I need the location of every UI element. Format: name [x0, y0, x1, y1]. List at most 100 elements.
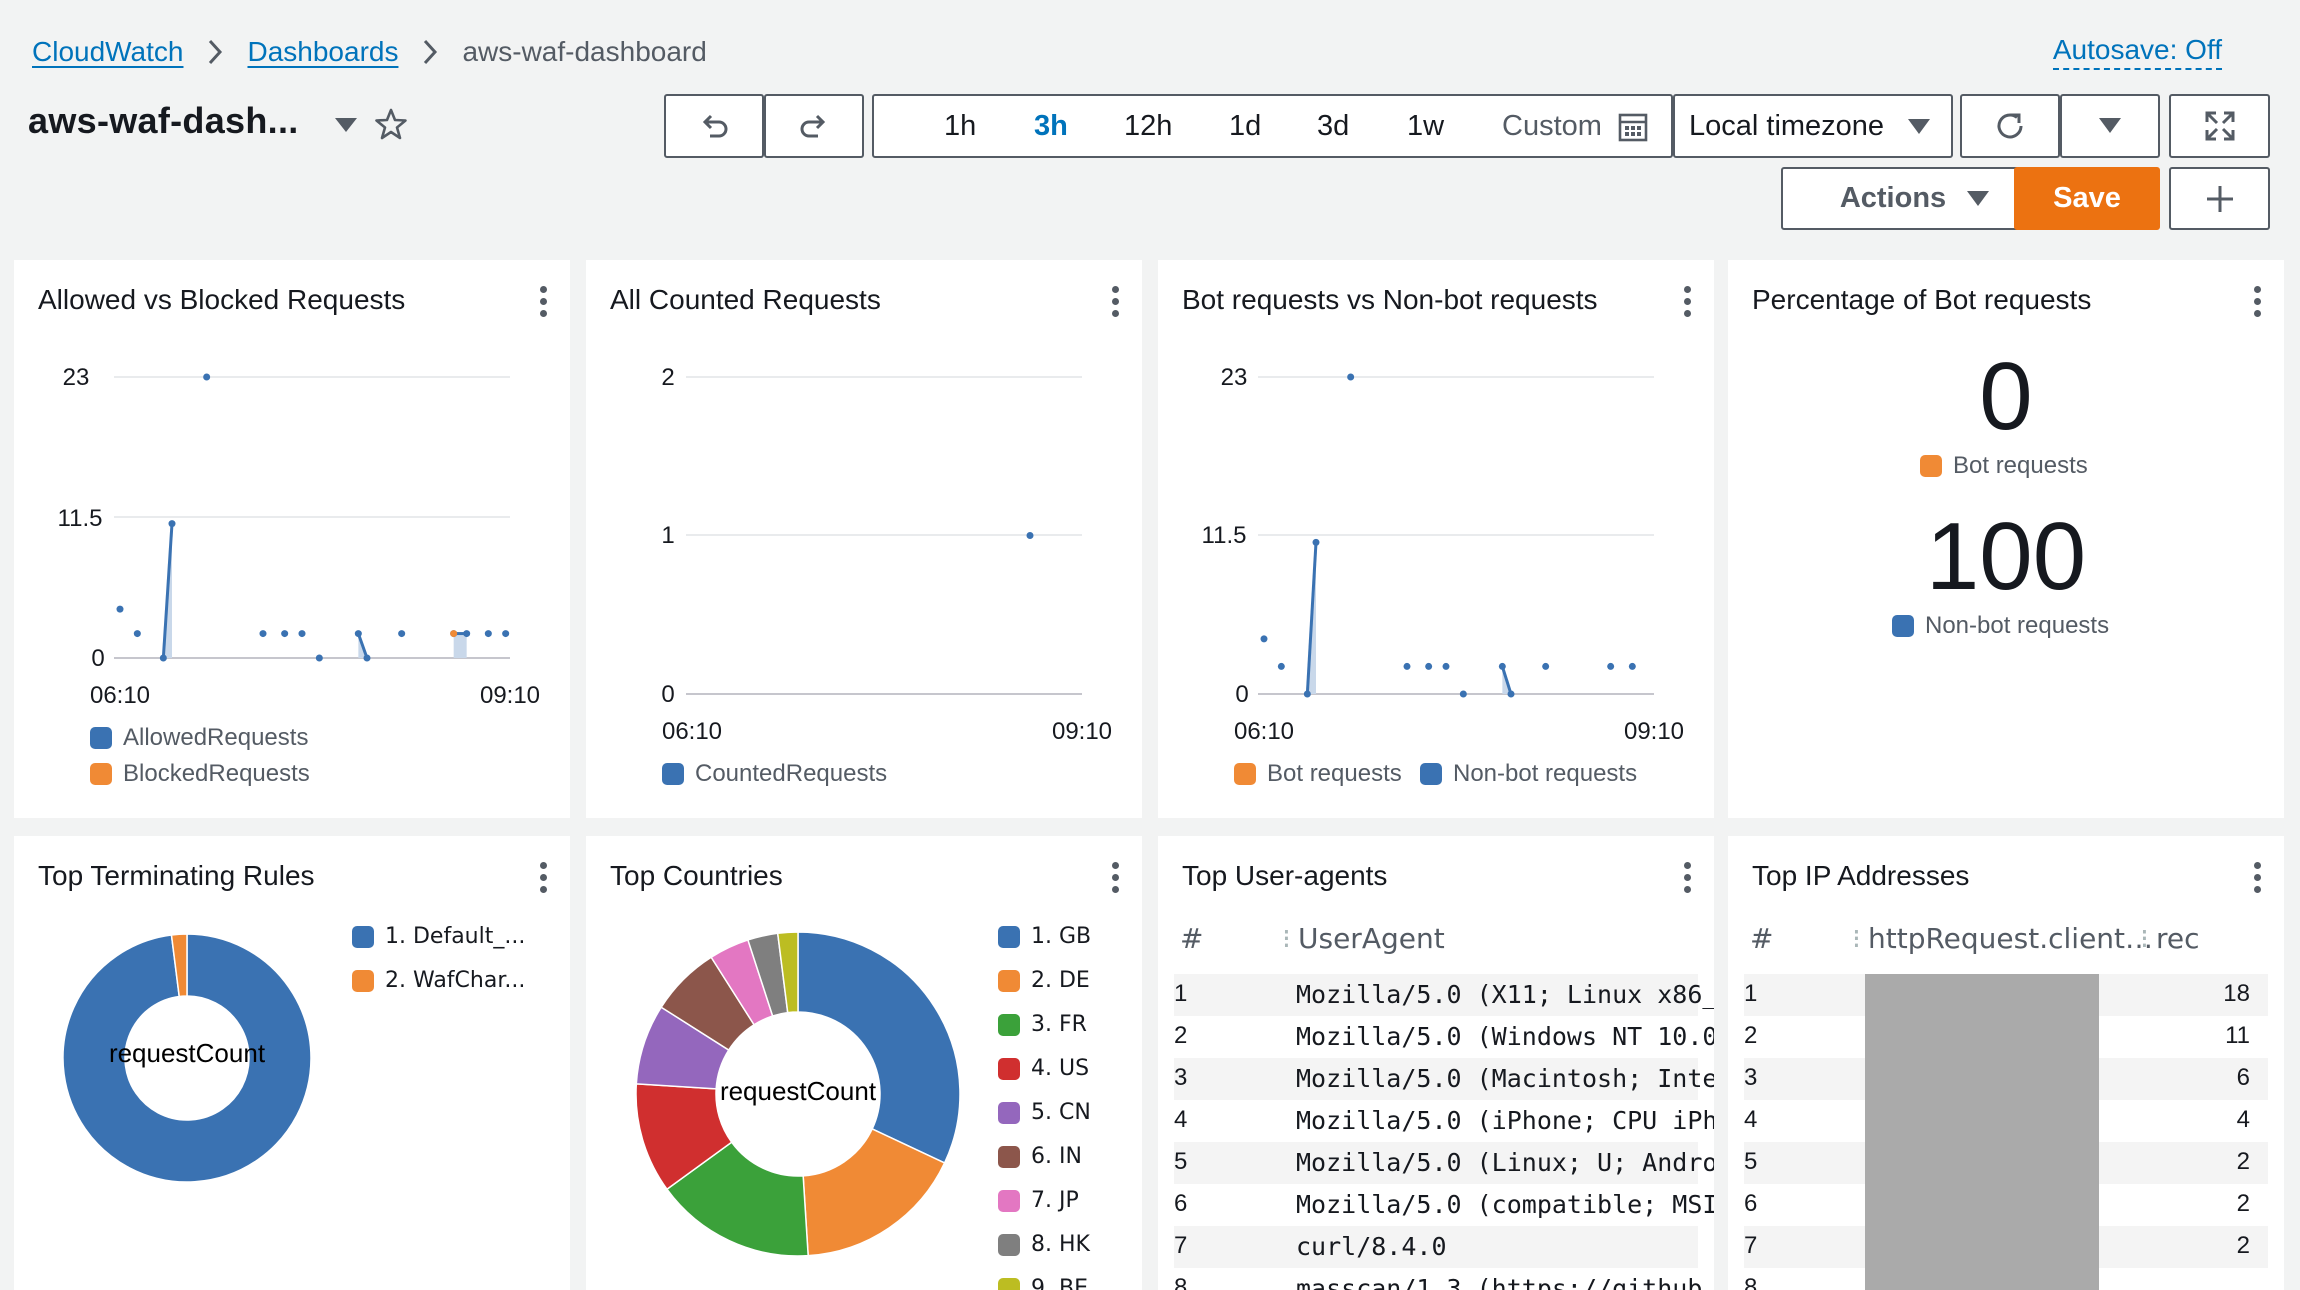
legend-item[interactable]: 3. FR: [998, 1012, 1087, 1037]
legend-item[interactable]: 1. Default_...: [352, 924, 525, 949]
legend-item[interactable]: 4. US: [998, 1056, 1089, 1081]
more-options-icon[interactable]: [1684, 862, 1692, 894]
legend-item[interactable]: 2. WafChar...: [352, 968, 525, 993]
more-options-icon[interactable]: [2254, 862, 2262, 894]
column-header-client-ip[interactable]: httpRequest.client…: [1868, 922, 2154, 955]
more-options-icon[interactable]: [540, 286, 548, 318]
legend-label: Non-bot requests: [1925, 612, 2110, 639]
timezone-select[interactable]: Local timezone: [1673, 94, 1953, 158]
chevron-right-icon: [183, 39, 247, 65]
table-row[interactable]: 8: [1744, 1268, 2268, 1290]
time-option-1h[interactable]: 1h: [944, 110, 977, 142]
row-number: 7: [1174, 1232, 1188, 1259]
time-option-3h[interactable]: 3h: [1034, 110, 1068, 142]
legend-swatch: [352, 925, 374, 948]
table-row[interactable]: 3 Mozilla/5.0 (Macintosh; Inte: [1174, 1058, 1714, 1100]
legend-item[interactable]: 7. JP: [998, 1188, 1079, 1213]
star-icon[interactable]: [374, 107, 408, 146]
data-point: [484, 630, 492, 638]
undo-button[interactable]: [664, 94, 764, 158]
table-row[interactable]: 8 masscan/1.3 (https://github.: [1174, 1268, 1714, 1290]
data-point: [1026, 532, 1034, 539]
table-row[interactable]: 7 curl/8.4.0: [1174, 1226, 1698, 1268]
data-point: [116, 605, 124, 613]
table-row[interactable]: 4 Mozilla/5.0 (iPhone; CPU iPh: [1174, 1100, 1714, 1142]
legend-item[interactable]: 1. GB: [998, 924, 1091, 949]
data-point: [1403, 662, 1411, 670]
legend-label: 9. BE: [1031, 1276, 1088, 1290]
row-number: 8: [1744, 1274, 1758, 1290]
legend-item[interactable]: 9. BE: [998, 1276, 1088, 1290]
data-point: [1498, 662, 1506, 670]
row-number: 5: [1744, 1148, 1758, 1175]
save-button[interactable]: Save: [2014, 167, 2160, 230]
time-option-1d[interactable]: 1d: [1229, 110, 1262, 142]
breadcrumb-dashboards-link[interactable]: Dashboards: [247, 36, 399, 67]
legend-label: BlockedRequests: [123, 760, 310, 787]
fullscreen-button[interactable]: [2169, 94, 2270, 158]
column-header-number[interactable]: #: [1180, 922, 1204, 955]
table-row[interactable]: 6 Mozilla/5.0 (compatible; MSI: [1174, 1184, 1714, 1226]
time-option-custom[interactable]: Custom: [1502, 110, 1602, 142]
table-row[interactable]: 5 Mozilla/5.0 (Linux; U; Andro: [1174, 1142, 1714, 1184]
time-option-12h[interactable]: 12h: [1124, 110, 1173, 142]
legend-item[interactable]: 5. CN: [998, 1100, 1091, 1125]
refresh-options-button[interactable]: [2060, 94, 2160, 158]
table-row[interactable]: 1 Mozilla/5.0 (X11; Linux x86_: [1174, 974, 1714, 1016]
legend-item[interactable]: 2. DE: [998, 968, 1090, 993]
y-tick-label: 2: [661, 364, 674, 391]
actions-button[interactable]: Actions: [1781, 167, 2049, 230]
legend-item[interactable]: 6. IN: [998, 1144, 1082, 1169]
time-option-3d[interactable]: 3d: [1317, 110, 1350, 142]
widget-top-user-agents: Top User-agents # ⁝ UserAgent 1 Mozilla/5…: [1158, 836, 1714, 1290]
legend-item[interactable]: AllowedRequests: [90, 724, 308, 752]
legend-item: Bot requests: [1920, 452, 2088, 480]
legend-swatch: [1420, 763, 1442, 785]
legend-swatch: [998, 1145, 1020, 1168]
refresh-button[interactable]: [1960, 94, 2060, 158]
breadcrumb-current: aws-waf-dashboard: [462, 36, 707, 67]
area-fill: [1502, 666, 1511, 694]
page-title: aws-waf-dash...: [28, 100, 299, 141]
more-options-icon[interactable]: [2254, 286, 2262, 318]
column-resize-handle[interactable]: ⁝: [1852, 922, 1861, 955]
column-header-number[interactable]: #: [1750, 922, 1774, 955]
legend-item[interactable]: Bot requests: [1234, 760, 1402, 788]
column-header-requests[interactable]: rec: [2156, 922, 2200, 955]
column-resize-handle[interactable]: ⁝: [1282, 922, 1291, 955]
donut-center-label: requestCount: [720, 1076, 877, 1106]
y-tick-label: 11.5: [1202, 522, 1247, 549]
widget-title: All Counted Requests: [610, 284, 881, 315]
row-number: 1: [1174, 980, 1188, 1007]
legend-swatch: [998, 925, 1020, 948]
legend-item[interactable]: Non-bot requests: [1420, 760, 1637, 788]
table-row[interactable]: 2 Mozilla/5.0 (Windows NT 10.0: [1174, 1016, 1714, 1058]
column-resize-handle[interactable]: ⁝: [2140, 922, 2149, 955]
more-options-icon[interactable]: [1112, 286, 1120, 318]
more-options-icon[interactable]: [540, 862, 548, 894]
legend-item[interactable]: CountedRequests: [662, 760, 887, 788]
legend-swatch: [998, 1013, 1020, 1036]
column-header-useragent[interactable]: UserAgent: [1298, 922, 1445, 955]
legend-label: Bot requests: [1267, 760, 1402, 787]
more-options-icon[interactable]: [1112, 862, 1120, 894]
legend-label: 7. JP: [1031, 1188, 1079, 1213]
caret-down-icon[interactable]: [333, 116, 359, 139]
legend-item[interactable]: BlockedRequests: [90, 760, 310, 788]
line-chart: 23 11.5 0 06:10 09:10: [1202, 364, 1685, 745]
calendar-icon[interactable]: [1618, 112, 1648, 147]
table-row[interactable]: 2 11: [1744, 1016, 2268, 1058]
autosave-toggle[interactable]: Autosave: Off: [2052, 34, 2222, 70]
data-point: [159, 654, 167, 662]
add-widget-button[interactable]: [2169, 167, 2270, 230]
time-option-1w[interactable]: 1w: [1407, 110, 1445, 142]
more-options-icon[interactable]: [1684, 286, 1692, 318]
request-count-cell: 4: [2236, 1106, 2250, 1133]
breadcrumb-cloudwatch-link[interactable]: CloudWatch: [32, 36, 184, 67]
user-agent-cell: Mozilla/5.0 (compatible; MSI: [1296, 1190, 1714, 1219]
legend-swatch: [998, 1101, 1020, 1124]
redo-button[interactable]: [764, 94, 864, 158]
legend-item[interactable]: 8. HK: [998, 1232, 1090, 1257]
